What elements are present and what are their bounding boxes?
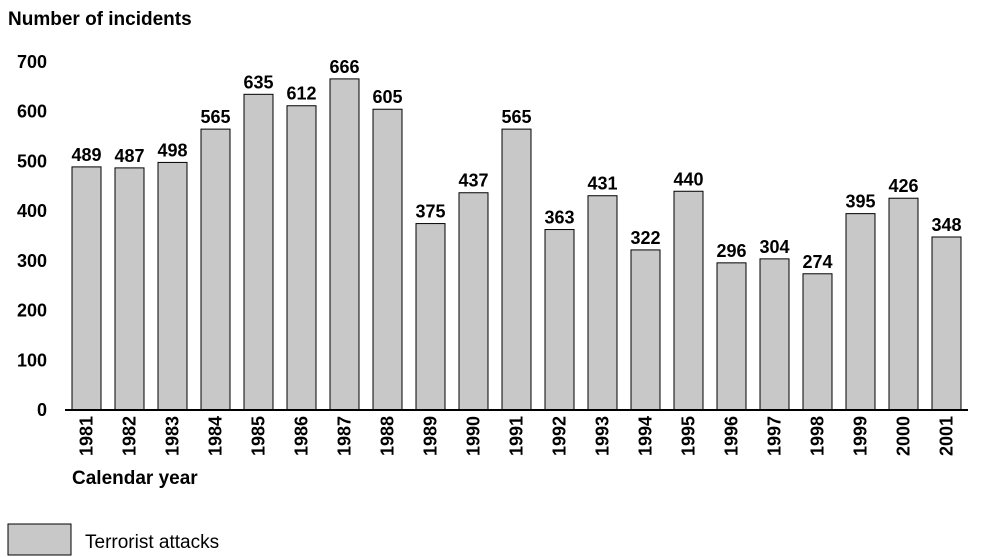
- value-labels: 489 487 498 565 635 612 666 605 375 437 565 363 431 3…: [71, 57, 961, 272]
- bar: [458, 192, 489, 411]
- bars-group: [71, 78, 962, 411]
- x-tick-label: 1986: [292, 416, 312, 456]
- value-label: 322: [630, 228, 660, 248]
- x-tick-label: 1987: [335, 416, 355, 456]
- bar: [501, 128, 532, 411]
- x-tick-label: 1990: [464, 416, 484, 456]
- y-tick-label: 700: [17, 52, 47, 72]
- value-label: 489: [71, 145, 101, 165]
- value-label: 440: [673, 169, 703, 189]
- x-tick-label: 1999: [851, 416, 871, 456]
- bar: [71, 166, 102, 411]
- y-tick-label: 200: [17, 301, 47, 321]
- value-label: 296: [716, 241, 746, 261]
- legend-label: Terrorist attacks: [85, 532, 219, 553]
- x-tick-label: 1997: [765, 416, 785, 456]
- bar: [114, 167, 145, 411]
- bar: [587, 195, 618, 411]
- x-tick-label: 2001: [937, 416, 957, 456]
- bar: [845, 213, 876, 411]
- bar: [544, 229, 575, 411]
- value-label: 363: [544, 208, 574, 228]
- y-tick-label: 600: [17, 102, 47, 122]
- x-tick-label: 1988: [378, 416, 398, 456]
- bar: [286, 105, 317, 411]
- y-axis-title: Number of incidents: [8, 9, 192, 30]
- legend: Terrorist attacks: [7, 523, 219, 556]
- x-axis-ticks: 1981 1982 1983 1984 1985 1986 1987 1988 1989 1990…: [77, 416, 957, 456]
- y-tick-label: 500: [17, 151, 47, 171]
- value-label: 635: [243, 72, 273, 92]
- value-label: 498: [157, 140, 187, 160]
- x-tick-label: 1985: [249, 416, 269, 456]
- value-label: 395: [845, 192, 875, 212]
- value-label: 304: [759, 237, 789, 257]
- x-tick-label: 1984: [206, 416, 226, 456]
- x-tick-label: 1995: [679, 416, 699, 456]
- y-axis-ticks: 0 100 200 300 400 500 600 700: [17, 52, 47, 420]
- x-tick-label: 1983: [163, 416, 183, 456]
- bar: [415, 223, 446, 411]
- x-tick-label: 1993: [593, 416, 613, 456]
- value-label: 487: [114, 146, 144, 166]
- x-tick-label: 1982: [120, 416, 140, 456]
- bar: [716, 262, 747, 411]
- value-label: 375: [415, 202, 445, 222]
- value-label: 426: [888, 176, 918, 196]
- value-label: 612: [286, 84, 316, 104]
- x-tick-label: 1994: [636, 416, 656, 456]
- y-tick-label: 0: [37, 400, 47, 420]
- value-label: 431: [587, 174, 617, 194]
- bar: [329, 78, 360, 411]
- bar: [931, 236, 962, 411]
- bar: [759, 258, 790, 411]
- value-label: 565: [501, 107, 531, 127]
- bar: [157, 161, 188, 411]
- x-tick-label: 1981: [77, 416, 97, 456]
- value-label: 666: [329, 57, 359, 77]
- bar: [888, 197, 919, 411]
- x-tick-label: 1992: [550, 416, 570, 456]
- legend-swatch: [7, 523, 72, 556]
- bar: [673, 190, 704, 411]
- bar: [243, 93, 274, 411]
- value-label: 274: [802, 252, 832, 272]
- x-tick-label: 1991: [507, 416, 527, 456]
- x-tick-label: 1989: [421, 416, 441, 456]
- y-tick-label: 400: [17, 201, 47, 221]
- value-label: 437: [458, 171, 488, 191]
- x-axis-title: Calendar year: [72, 468, 198, 489]
- bar: [802, 273, 833, 411]
- y-tick-label: 100: [17, 350, 47, 370]
- value-label: 565: [200, 107, 230, 127]
- x-tick-label: 1996: [722, 416, 742, 456]
- x-tick-label: 2000: [894, 416, 914, 456]
- x-tick-label: 1998: [808, 416, 828, 456]
- bar: [630, 249, 661, 411]
- y-tick-label: 300: [17, 251, 47, 271]
- value-label: 348: [931, 215, 961, 235]
- bar: [200, 128, 231, 411]
- value-label: 605: [372, 87, 402, 107]
- bar: [372, 108, 403, 411]
